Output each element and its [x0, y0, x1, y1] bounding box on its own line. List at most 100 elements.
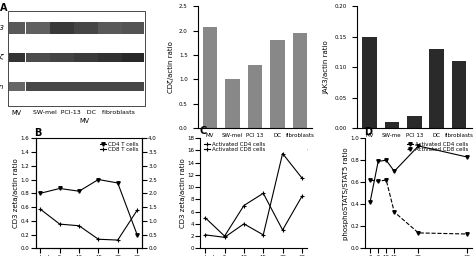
- Bar: [54, 22, 56, 34]
- Bar: [40, 53, 42, 62]
- Bar: [104, 53, 106, 62]
- Bar: [28, 82, 30, 91]
- Bar: [38, 82, 40, 91]
- Bar: [84, 82, 86, 91]
- Bar: [126, 53, 128, 62]
- Bar: [362, 37, 377, 128]
- Bar: [32, 22, 34, 34]
- Text: D: D: [364, 127, 372, 137]
- Bar: [120, 82, 122, 91]
- Bar: [116, 53, 118, 62]
- Bar: [74, 22, 76, 34]
- Bar: [72, 22, 74, 34]
- Bar: [407, 116, 421, 128]
- Bar: [106, 53, 108, 62]
- Bar: [94, 53, 96, 62]
- Bar: [56, 53, 58, 62]
- Bar: [30, 82, 32, 91]
- Bar: [42, 22, 44, 34]
- Bar: [138, 53, 140, 62]
- Bar: [128, 82, 130, 91]
- Bar: [102, 22, 104, 34]
- Bar: [34, 53, 36, 62]
- Bar: [429, 49, 444, 128]
- Bar: [36, 53, 38, 62]
- CD4 T cells: [115, 182, 120, 185]
- Bar: [50, 82, 52, 91]
- Bar: [116, 82, 118, 91]
- Activated CD4 cells: [260, 192, 266, 195]
- Bar: [122, 82, 124, 91]
- Bar: [96, 22, 98, 34]
- Activated CD8 cells: [392, 210, 397, 214]
- Bar: [66, 82, 68, 91]
- Bar: [80, 82, 82, 91]
- Bar: [30, 53, 32, 62]
- Bar: [128, 53, 130, 62]
- Bar: [30, 22, 32, 34]
- Bar: [90, 82, 92, 91]
- Bar: [68, 82, 70, 91]
- Bar: [225, 79, 240, 128]
- Bar: [62, 53, 64, 62]
- Text: +MV: +MV: [258, 157, 270, 162]
- Bar: [76, 22, 78, 34]
- Bar: [70, 82, 72, 91]
- Bar: [58, 82, 60, 91]
- Text: A: A: [0, 3, 8, 13]
- Bar: [62, 22, 64, 34]
- Bar: [128, 22, 130, 34]
- Line: Activated CD8 cells: Activated CD8 cells: [203, 151, 304, 240]
- Bar: [122, 53, 124, 62]
- Bar: [96, 82, 98, 91]
- Bar: [138, 22, 140, 34]
- Bar: [114, 53, 116, 62]
- Bar: [78, 53, 80, 62]
- Bar: [126, 22, 128, 34]
- Bar: [142, 82, 144, 91]
- Activated CD4 cells: [416, 144, 421, 147]
- Bar: [102, 82, 104, 91]
- Activated CD4 cells: [299, 195, 305, 198]
- Bar: [140, 22, 142, 34]
- Bar: [64, 82, 66, 91]
- Bar: [82, 53, 84, 62]
- CD4 T cells: [76, 190, 82, 193]
- Bar: [132, 53, 134, 62]
- Bar: [108, 53, 110, 62]
- Bar: [26, 53, 28, 62]
- Bar: [52, 82, 54, 91]
- Bar: [66, 22, 68, 34]
- Bar: [140, 82, 142, 91]
- Bar: [50, 53, 52, 62]
- Bar: [90, 53, 92, 62]
- Bar: [100, 53, 102, 62]
- CD8 T cells: [76, 224, 82, 227]
- Bar: [50, 22, 52, 34]
- Bar: [86, 53, 88, 62]
- Bar: [46, 82, 48, 91]
- Bar: [26, 22, 28, 34]
- Bar: [70, 22, 72, 34]
- Text: CD3ζ: CD3ζ: [0, 55, 5, 60]
- Bar: [62, 82, 64, 91]
- Bar: [100, 82, 102, 91]
- Bar: [32, 53, 34, 62]
- Bar: [74, 53, 76, 62]
- CD8 T cells: [134, 209, 140, 212]
- Bar: [134, 53, 136, 62]
- Bar: [142, 53, 144, 62]
- Text: MV: MV: [79, 118, 89, 124]
- Line: Activated CD4 cells: Activated CD4 cells: [203, 191, 304, 239]
- Bar: [36, 22, 38, 34]
- Bar: [108, 22, 110, 34]
- Line: Activated CD8 cells: Activated CD8 cells: [368, 178, 468, 236]
- Bar: [118, 22, 120, 34]
- Bar: [34, 22, 36, 34]
- Activated CD8 cells: [367, 178, 373, 182]
- Bar: [84, 53, 86, 62]
- Bar: [270, 40, 285, 128]
- Bar: [98, 22, 100, 34]
- Activated CD8 cells: [280, 152, 285, 155]
- Legend: Activated CD4 cells, Activated CD8 cells: Activated CD4 cells, Activated CD8 cells: [203, 141, 266, 153]
